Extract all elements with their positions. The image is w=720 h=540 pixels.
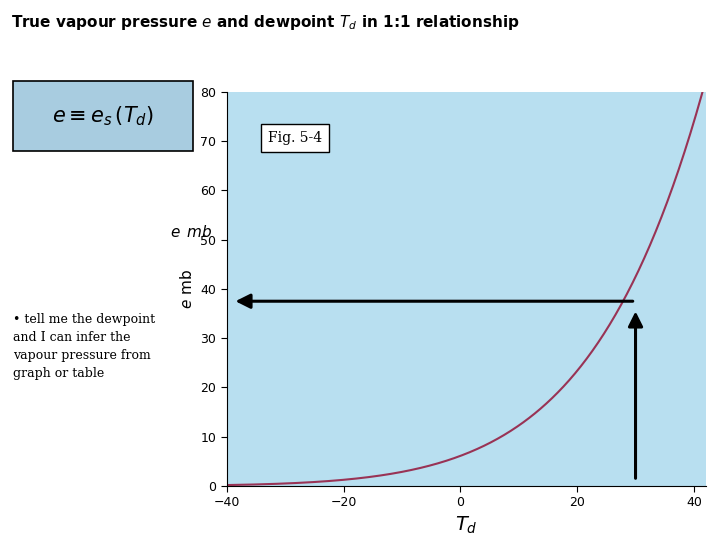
Text: Fig. 5-4: Fig. 5-4: [268, 131, 322, 145]
X-axis label: $T_d$: $T_d$: [455, 515, 477, 536]
Text: True vapour pressure $e$ and dewpoint $T_d$ in 1:1 relationship: True vapour pressure $e$ and dewpoint $T…: [11, 14, 520, 32]
Text: $e \equiv e_s\,(T_d)$: $e \equiv e_s\,(T_d)$: [52, 104, 154, 128]
Text: • tell me the dewpoint
and I can infer the
vapour pressure from
graph or table: • tell me the dewpoint and I can infer t…: [13, 313, 155, 380]
Y-axis label: $e$ mb: $e$ mb: [179, 269, 195, 309]
Text: $e\,$ mb: $e\,$ mb: [170, 224, 212, 240]
